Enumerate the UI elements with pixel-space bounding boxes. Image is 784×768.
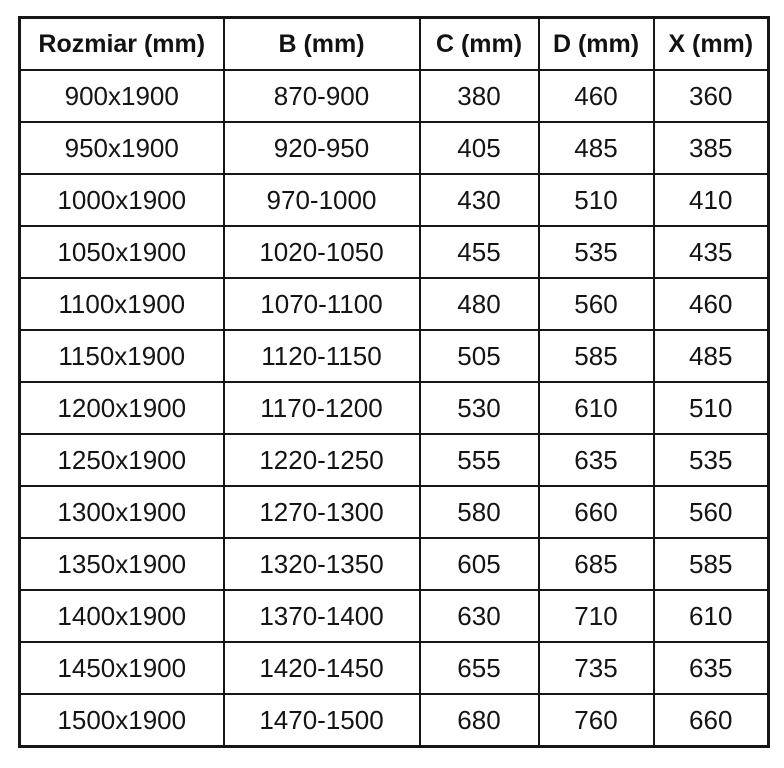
table-cell: 405 <box>418 121 540 175</box>
table-cell: 1500x1900 <box>18 693 225 748</box>
table-cell: 1450x1900 <box>18 641 225 695</box>
table-cell: 485 <box>537 121 655 175</box>
table-body: 900x1900 870-900 380 460 360 950x1900 920-950 4… <box>18 69 770 748</box>
table-cell: 1200x1900 <box>18 381 225 435</box>
column-header-x: X (mm) <box>652 16 770 71</box>
table-cell: 635 <box>652 641 770 695</box>
table-cell: 435 <box>652 225 770 279</box>
table-cell: 585 <box>537 329 655 383</box>
table-cell: 1070-1100 <box>222 277 421 331</box>
table-cell: 430 <box>418 173 540 227</box>
size-spec-table: Rozmiar (mm) B (mm) C (mm) D (mm) X (mm)… <box>18 16 770 748</box>
table-cell: 510 <box>537 173 655 227</box>
table-cell: 460 <box>537 69 655 123</box>
table-cell: 535 <box>537 225 655 279</box>
column-header-b: B (mm) <box>222 16 421 71</box>
table-cell: 660 <box>652 693 770 748</box>
table-header-row: Rozmiar (mm) B (mm) C (mm) D (mm) X (mm) <box>18 16 770 71</box>
table-cell: 535 <box>652 433 770 487</box>
table-cell: 560 <box>537 277 655 331</box>
table-cell: 1170-1200 <box>222 381 421 435</box>
table-cell: 360 <box>652 69 770 123</box>
table-cell: 610 <box>652 589 770 643</box>
table-cell: 560 <box>652 485 770 539</box>
table-cell: 1370-1400 <box>222 589 421 643</box>
table-row: 1150x1900 1120-1150 505 585 485 <box>18 329 770 383</box>
table-cell: 455 <box>418 225 540 279</box>
table-row: 1050x1900 1020-1050 455 535 435 <box>18 225 770 279</box>
table-cell: 510 <box>652 381 770 435</box>
table-row: 1350x1900 1320-1350 605 685 585 <box>18 537 770 591</box>
table-cell: 1250x1900 <box>18 433 225 487</box>
table-cell: 660 <box>537 485 655 539</box>
table-cell: 1320-1350 <box>222 537 421 591</box>
column-header-rozmiar: Rozmiar (mm) <box>18 16 225 71</box>
table-row: 1400x1900 1370-1400 630 710 610 <box>18 589 770 643</box>
table-row: 900x1900 870-900 380 460 360 <box>18 69 770 123</box>
table-row: 1250x1900 1220-1250 555 635 535 <box>18 433 770 487</box>
table-cell: 480 <box>418 277 540 331</box>
table-cell: 635 <box>537 433 655 487</box>
table-cell: 1300x1900 <box>18 485 225 539</box>
table-cell: 385 <box>652 121 770 175</box>
table-row: 1300x1900 1270-1300 580 660 560 <box>18 485 770 539</box>
table-cell: 710 <box>537 589 655 643</box>
table-cell: 1020-1050 <box>222 225 421 279</box>
table-cell: 970-1000 <box>222 173 421 227</box>
table-cell: 460 <box>652 277 770 331</box>
table-cell: 900x1900 <box>18 69 225 123</box>
table-cell: 870-900 <box>222 69 421 123</box>
table-cell: 585 <box>652 537 770 591</box>
table-cell: 1350x1900 <box>18 537 225 591</box>
table-row: 1450x1900 1420-1450 655 735 635 <box>18 641 770 695</box>
table-row: 950x1900 920-950 405 485 385 <box>18 121 770 175</box>
table-cell: 1050x1900 <box>18 225 225 279</box>
table-cell: 505 <box>418 329 540 383</box>
table-cell: 630 <box>418 589 540 643</box>
table-cell: 735 <box>537 641 655 695</box>
table-cell: 485 <box>652 329 770 383</box>
table-cell: 530 <box>418 381 540 435</box>
table-row: 1500x1900 1470-1500 680 760 660 <box>18 693 770 748</box>
table-row: 1200x1900 1170-1200 530 610 510 <box>18 381 770 435</box>
column-header-c: C (mm) <box>418 16 540 71</box>
table-cell: 950x1900 <box>18 121 225 175</box>
table-cell: 1150x1900 <box>18 329 225 383</box>
table-cell: 1120-1150 <box>222 329 421 383</box>
table-cell: 1000x1900 <box>18 173 225 227</box>
table-cell: 680 <box>418 693 540 748</box>
table-row: 1100x1900 1070-1100 480 560 460 <box>18 277 770 331</box>
table-cell: 380 <box>418 69 540 123</box>
table-cell: 1100x1900 <box>18 277 225 331</box>
table-cell: 685 <box>537 537 655 591</box>
table-cell: 580 <box>418 485 540 539</box>
table-cell: 605 <box>418 537 540 591</box>
table-cell: 1270-1300 <box>222 485 421 539</box>
table-cell: 1470-1500 <box>222 693 421 748</box>
table-cell: 610 <box>537 381 655 435</box>
table-cell: 760 <box>537 693 655 748</box>
table-cell: 1420-1450 <box>222 641 421 695</box>
table-cell: 410 <box>652 173 770 227</box>
column-header-d: D (mm) <box>537 16 655 71</box>
table-cell: 655 <box>418 641 540 695</box>
table-cell: 920-950 <box>222 121 421 175</box>
table-cell: 1400x1900 <box>18 589 225 643</box>
table-cell: 555 <box>418 433 540 487</box>
table-row: 1000x1900 970-1000 430 510 410 <box>18 173 770 227</box>
table-cell: 1220-1250 <box>222 433 421 487</box>
